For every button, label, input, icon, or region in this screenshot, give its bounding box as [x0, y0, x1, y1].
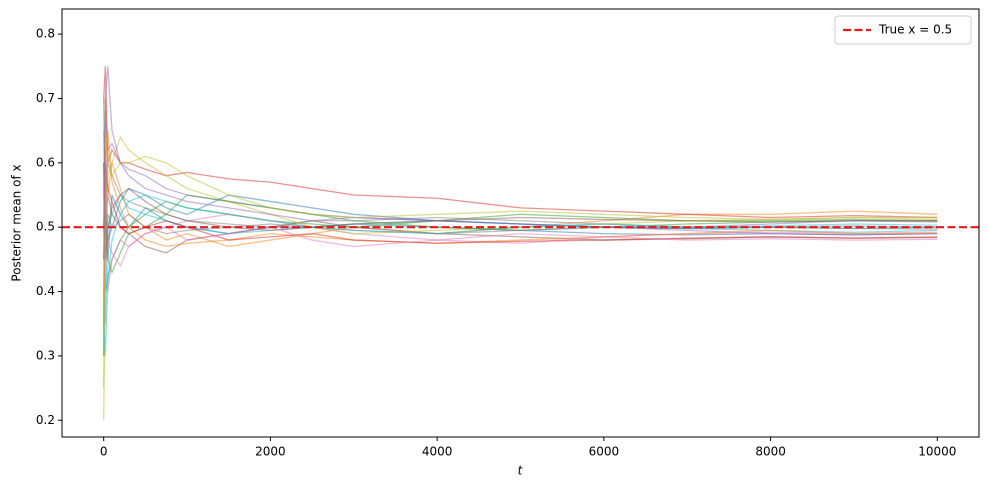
series-line [103, 66, 938, 219]
series-line [103, 130, 938, 324]
x-tick-label: 10000 [918, 445, 956, 459]
x-tick-label: 4000 [422, 445, 453, 459]
x-tick-label: 6000 [589, 445, 620, 459]
y-tick-label: 0.7 [36, 91, 55, 105]
y-tick-label: 0.8 [36, 27, 55, 41]
y-axis-label: Posterior mean of x [10, 164, 24, 281]
x-tick-label: 8000 [755, 445, 786, 459]
series-line [103, 98, 938, 356]
y-tick-label: 0.6 [36, 155, 55, 169]
series-line [103, 98, 938, 275]
y-tick-label: 0.2 [36, 413, 55, 427]
legend-box [834, 15, 972, 45]
series-line [103, 149, 938, 389]
y-tick-label: 0.4 [36, 284, 55, 298]
x-axis-label: t [518, 464, 524, 478]
y-tick-label: 0.5 [36, 220, 55, 234]
series-line [103, 135, 938, 421]
y-tick-label: 0.3 [36, 348, 55, 362]
series-line [103, 149, 938, 292]
series-line [103, 187, 938, 260]
legend-label: True x = 0.5 [878, 23, 952, 37]
x-tick-label: 0 [100, 445, 108, 459]
plot-frame [61, 8, 980, 438]
x-tick-label: 2000 [255, 445, 286, 459]
plot-lines [103, 66, 938, 421]
